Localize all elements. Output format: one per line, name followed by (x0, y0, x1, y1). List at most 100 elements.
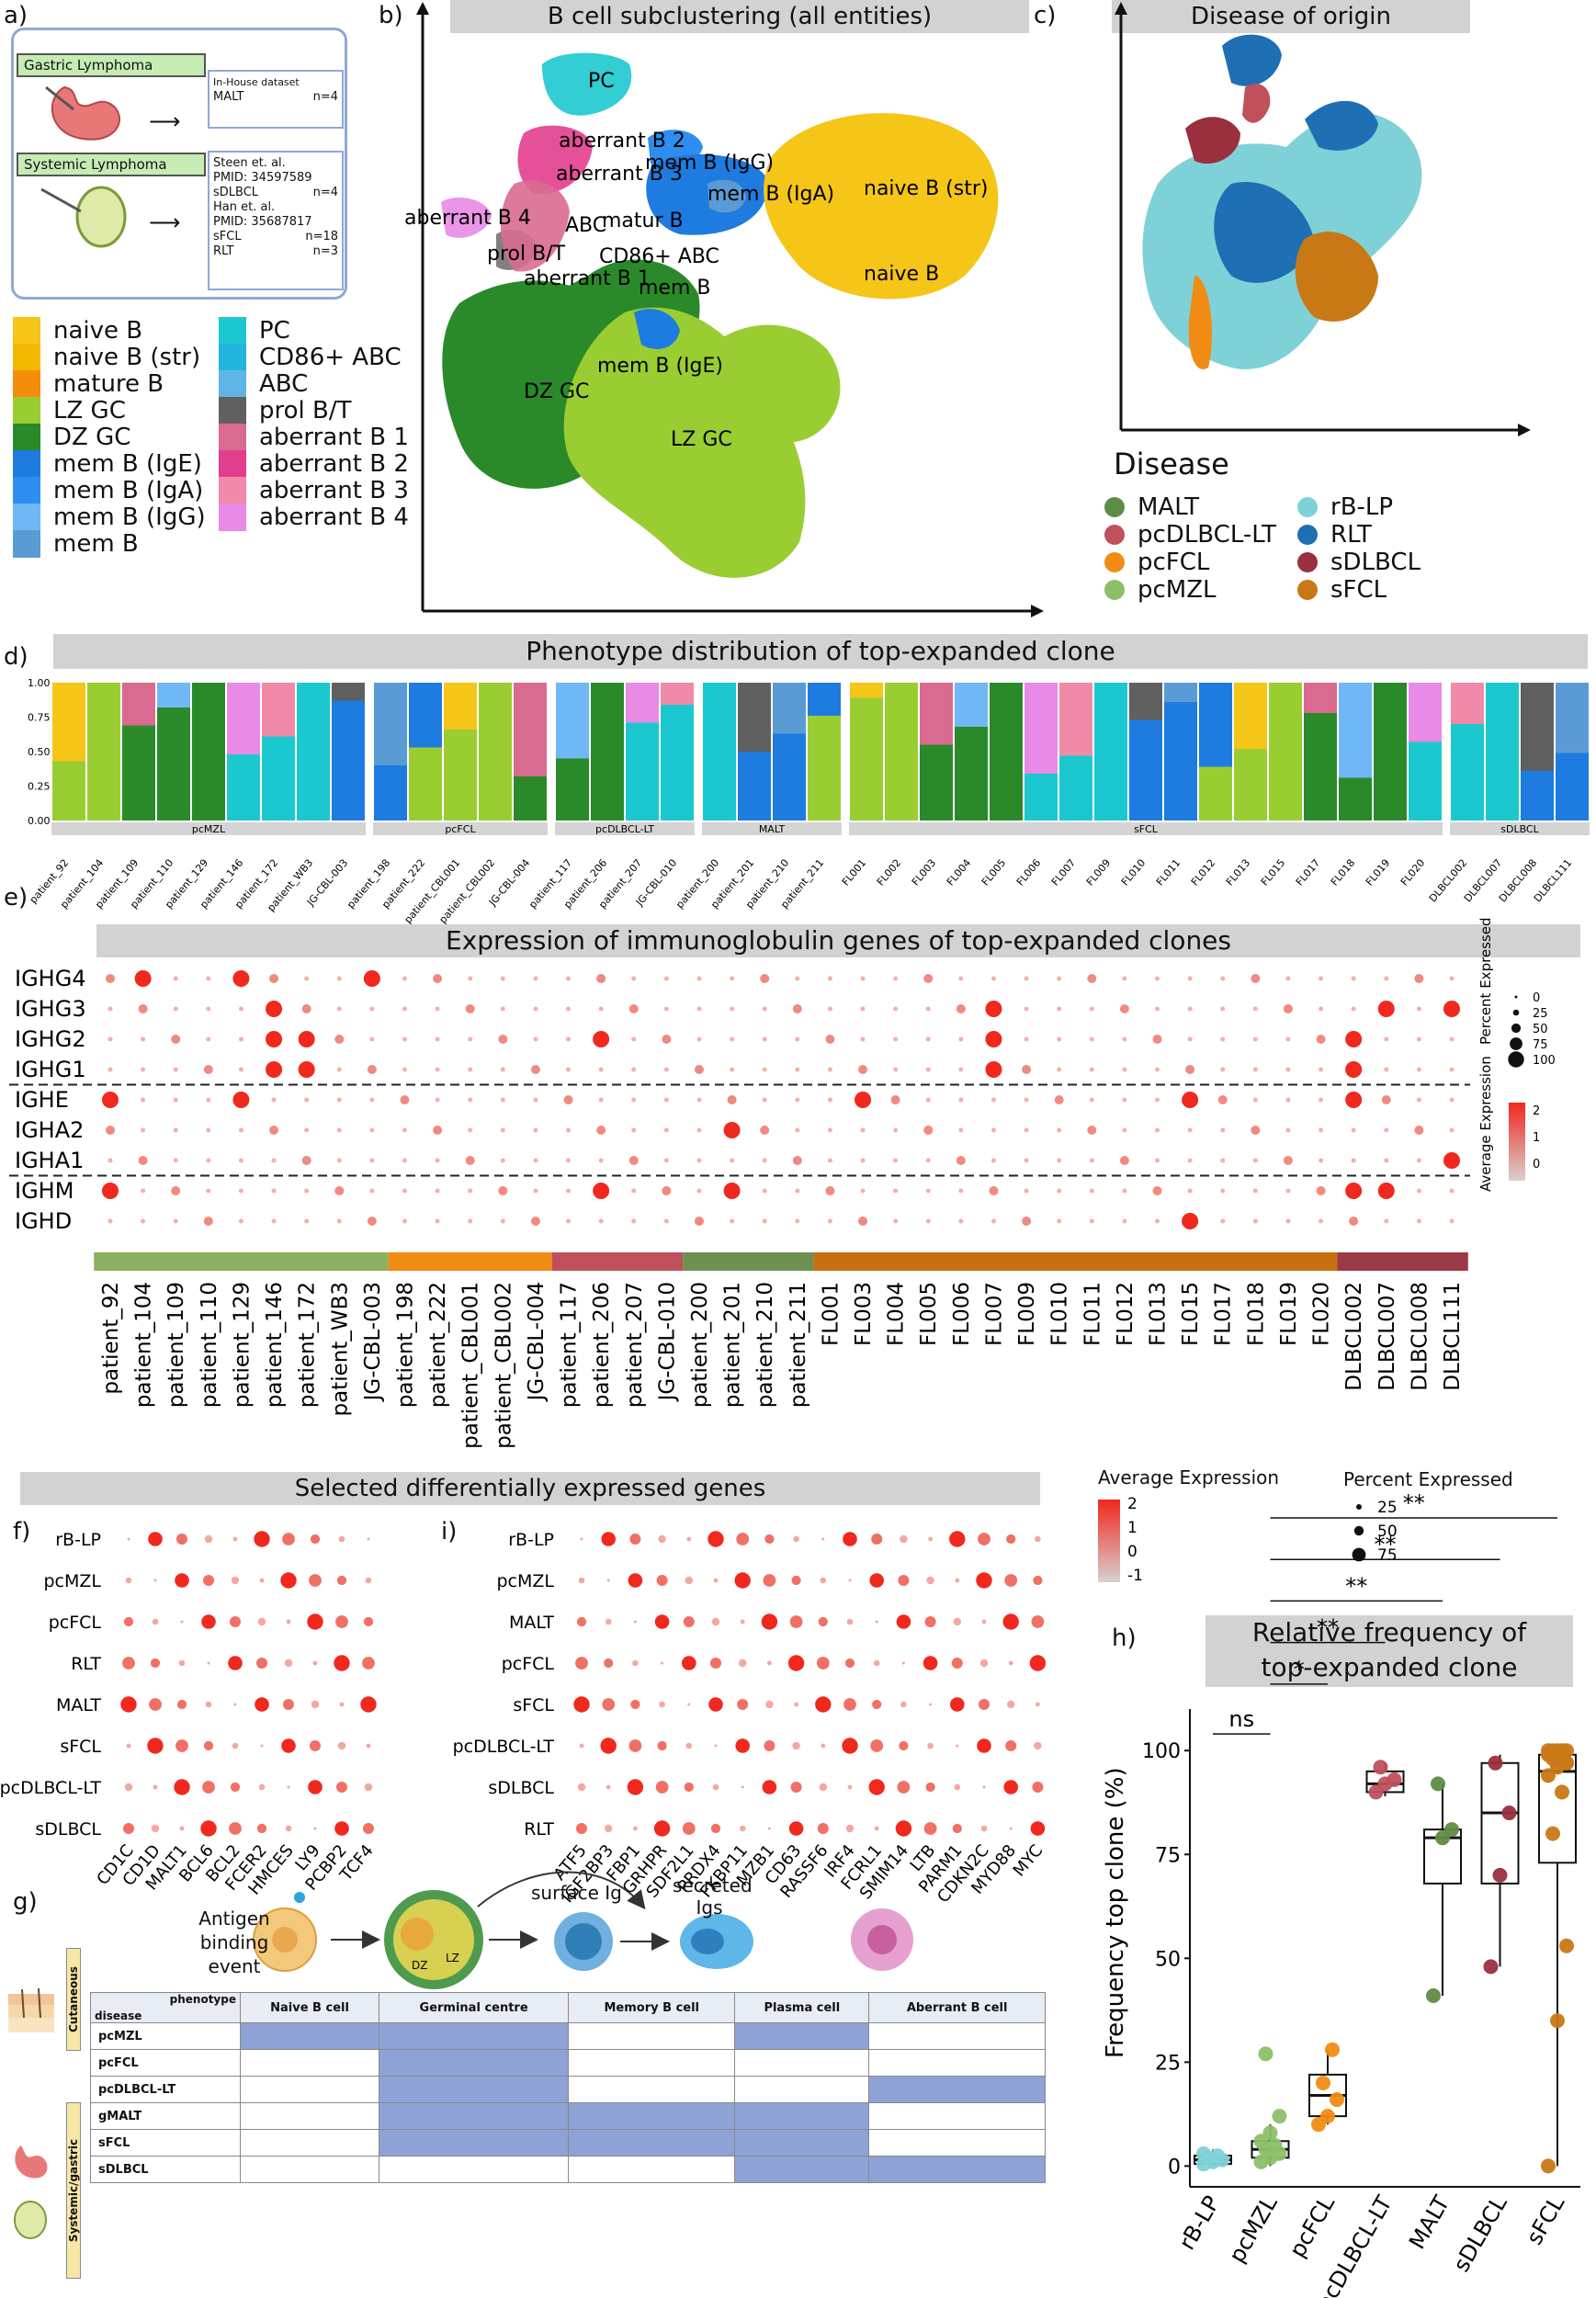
e-sample-label: patient_172 (296, 1282, 320, 1408)
f-dot (123, 1616, 134, 1627)
g-table-row: pcFCL (90, 2049, 1046, 2077)
e-dot (1416, 1188, 1421, 1194)
disease-legend-item: MALT (1104, 493, 1199, 521)
f-dot (207, 1661, 210, 1665)
umap-b-label-10: CD86+ ABC (599, 245, 719, 268)
e-dot (271, 1158, 277, 1163)
d-bar-segment (1234, 749, 1267, 821)
e-dot (989, 1186, 999, 1195)
e-sample-label: patient_104 (132, 1282, 156, 1408)
e-dot (1217, 1095, 1228, 1104)
e-dot (402, 1006, 407, 1012)
e-sample-label: DLBCL007 (1375, 1282, 1399, 1391)
i-dot (684, 1782, 694, 1793)
e-dot (858, 1065, 868, 1074)
umap-b-label-16: LZ GC (671, 428, 732, 451)
e-dot (435, 1067, 440, 1072)
e-gene-label: IGHE (15, 1087, 69, 1113)
e-disease-bar (1337, 1252, 1468, 1271)
d-bar-segment (738, 683, 771, 752)
h-ytick-label: 75 (1155, 1844, 1181, 1867)
i-dot (605, 1618, 612, 1625)
h-point (1492, 1867, 1508, 1883)
e-dot (1381, 1095, 1391, 1104)
d-patient-label: FL013 (1224, 857, 1252, 889)
f-dot (229, 1822, 242, 1835)
arrow-systemic: ⟶ (149, 209, 181, 235)
d-bar-segment (122, 725, 155, 821)
g-table-cell (734, 2156, 870, 2183)
e-dot (566, 1158, 572, 1163)
e-dot (141, 1188, 146, 1194)
celltype-swatch (219, 424, 246, 451)
e-dot (1351, 1006, 1356, 1012)
d-bar-segment (192, 683, 225, 773)
i-dot (762, 1780, 777, 1794)
disease-legend-dot (1104, 552, 1125, 572)
e-dot (566, 976, 572, 981)
g-col-0: Naive B cell (239, 1992, 380, 2023)
g-table-cell (239, 2022, 380, 2050)
e-size-legend-title: Percent Expressed (1477, 917, 1494, 1045)
fi-avg-value: 0 (1127, 1543, 1138, 1561)
h-ytick-label: 50 (1155, 1948, 1181, 1971)
e-dot (925, 1067, 931, 1072)
e-dot (402, 1036, 407, 1042)
i-dot (763, 1574, 776, 1587)
f-dot (310, 1740, 321, 1751)
e-dot (336, 1127, 342, 1133)
i-dot (846, 1618, 854, 1625)
i-dot (655, 1781, 669, 1794)
e-dot (1252, 1006, 1258, 1012)
e-dot (923, 974, 934, 983)
d-bar-segment (1374, 683, 1407, 760)
e-dot (860, 1188, 866, 1194)
d-bar-segment (227, 683, 260, 754)
panel-d-chart: Relative Cell Count0.000.250.500.751.00p… (28, 677, 1590, 926)
e-dot (1087, 1126, 1097, 1135)
e-dot (827, 1006, 832, 1012)
e-dot (1187, 1006, 1193, 1012)
i-dot (978, 1533, 990, 1545)
d-bar-segment (556, 683, 589, 759)
steen-han-box: Steen et. al. PMID: 34597589 sDLBCL n=4 H… (208, 151, 344, 290)
e-sample-label: FL009 (1015, 1282, 1039, 1346)
h-point (1387, 1772, 1402, 1787)
e-dot (1252, 1188, 1258, 1194)
e-dot (173, 1097, 178, 1103)
steen-line1: Steen et. al. (213, 156, 286, 170)
e-dot (1251, 974, 1261, 983)
e-disease-bar (551, 1252, 684, 1271)
e-dot (271, 1188, 277, 1194)
e-sample-label: FL007 (982, 1282, 1006, 1346)
e-sample-label: patient_129 (230, 1282, 254, 1408)
g-header-phenotype: phenotype (169, 1993, 236, 2006)
i-dot (956, 1744, 959, 1748)
e-sample-label: FL013 (1147, 1282, 1171, 1346)
e-dot (468, 976, 473, 981)
celltype-label: naive B (str) (53, 344, 201, 371)
d-bar-segment (157, 683, 190, 708)
e-dot (1187, 1036, 1193, 1042)
e-dot (925, 1006, 931, 1012)
celltype-legend-item: mem B (IgE) (13, 450, 202, 478)
e-dot (795, 1067, 800, 1072)
e-dot (435, 1158, 440, 1163)
h-sig-label: ns (1228, 1706, 1254, 1732)
celltype-legend-item: aberrant B 2 (219, 450, 409, 478)
f-dot (204, 1534, 213, 1544)
e-sample-label: FL018 (1244, 1282, 1268, 1346)
e-sample-label: FL004 (885, 1282, 909, 1346)
g-row-label: sDLBCL (90, 2156, 241, 2183)
e-dot (1024, 1097, 1029, 1103)
d-bar-segment (1556, 753, 1589, 821)
f-dot (362, 1657, 375, 1670)
i-dot (685, 1576, 693, 1585)
e-dot (795, 1218, 800, 1224)
f-row-label: sFCL (60, 1737, 101, 1757)
h-point (1541, 2158, 1556, 2174)
e-dot (108, 1218, 113, 1224)
e-dot (1351, 976, 1356, 981)
e-dot (1319, 1006, 1324, 1012)
e-dot (533, 1188, 538, 1194)
